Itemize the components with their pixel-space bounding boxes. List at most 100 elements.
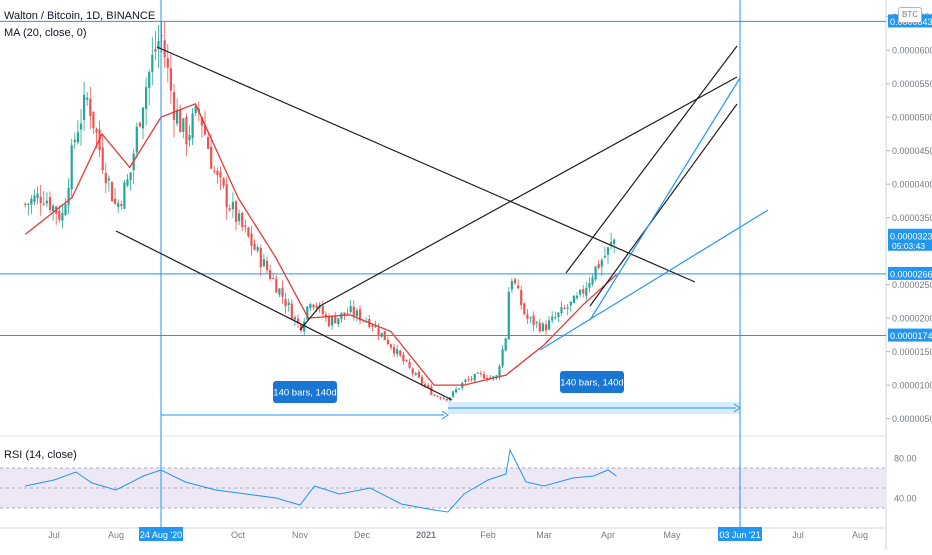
candle-body bbox=[89, 98, 92, 117]
candle-body bbox=[529, 317, 532, 319]
candle-body bbox=[303, 321, 306, 332]
candle-body bbox=[123, 182, 126, 209]
candle-body bbox=[377, 327, 380, 335]
price-label-text: 0.0000174 bbox=[890, 331, 932, 341]
candle-body bbox=[436, 395, 439, 397]
candle-body bbox=[405, 360, 408, 362]
candle-body bbox=[24, 203, 27, 205]
candle-body bbox=[58, 210, 61, 220]
candle-body bbox=[222, 178, 225, 186]
candle-body bbox=[231, 201, 234, 210]
candle-body bbox=[393, 347, 396, 354]
candle-body bbox=[439, 397, 442, 399]
time-label-highlight bbox=[139, 527, 183, 541]
candle-body bbox=[27, 203, 30, 205]
candle-body bbox=[476, 372, 479, 374]
candle-body bbox=[269, 270, 272, 279]
y-tick-label: 0.0000350 bbox=[892, 213, 932, 223]
candle-body bbox=[473, 374, 476, 381]
candle-body bbox=[597, 263, 600, 268]
candle-body bbox=[36, 193, 39, 199]
rsi-tick-label: 80.00 bbox=[894, 454, 917, 464]
candle-body bbox=[492, 376, 495, 379]
candle-body bbox=[160, 34, 163, 36]
candle-body bbox=[513, 279, 517, 284]
candle-body bbox=[594, 266, 597, 280]
candle-body bbox=[293, 317, 296, 320]
candle-body bbox=[563, 308, 566, 310]
candle-body bbox=[417, 372, 420, 378]
candle-body bbox=[414, 373, 417, 375]
candle-body bbox=[467, 379, 470, 381]
candle-body bbox=[349, 306, 352, 313]
candle-body bbox=[52, 205, 55, 212]
candle-body bbox=[544, 324, 548, 331]
candle-body bbox=[172, 92, 176, 121]
trendline bbox=[156, 46, 696, 283]
candle-body bbox=[83, 94, 86, 120]
candle-body bbox=[228, 208, 231, 210]
candle-body bbox=[541, 323, 544, 331]
candle-body bbox=[482, 373, 486, 379]
candle-body bbox=[154, 49, 157, 52]
candle-body bbox=[67, 187, 70, 206]
candle-body bbox=[275, 278, 278, 293]
candle-body bbox=[455, 389, 458, 393]
trendline bbox=[115, 230, 453, 401]
candle-body bbox=[203, 124, 207, 135]
time-axis-label: Aug bbox=[108, 530, 124, 540]
candle-body bbox=[33, 195, 36, 203]
candle-body bbox=[585, 288, 588, 296]
time-axis-label: Jul bbox=[792, 530, 804, 540]
range-label-text: 140 bars, 140d bbox=[273, 388, 336, 399]
candle-body bbox=[141, 107, 145, 129]
candle-body bbox=[79, 123, 83, 130]
candle-body bbox=[501, 349, 504, 367]
candle-body bbox=[300, 324, 303, 331]
candle-body bbox=[244, 225, 247, 227]
y-tick-label: 0.0000150 bbox=[892, 347, 932, 357]
candle-body bbox=[569, 301, 572, 306]
y-tick-label: 0.0000550 bbox=[892, 79, 932, 89]
currency-badge[interactable]: BTC bbox=[898, 7, 922, 23]
candle-body bbox=[114, 198, 117, 204]
candle-body bbox=[355, 310, 358, 317]
candle-body bbox=[557, 312, 560, 318]
time-axis-label: Mar bbox=[536, 530, 552, 540]
candle-body bbox=[560, 307, 563, 314]
candle-body bbox=[163, 40, 166, 58]
candle-body bbox=[135, 126, 138, 153]
candle-body bbox=[120, 204, 123, 207]
candle-body bbox=[45, 200, 48, 204]
candle-body bbox=[591, 277, 594, 285]
candle-body bbox=[479, 373, 482, 375]
candle-body bbox=[321, 305, 324, 315]
candle-body bbox=[39, 196, 42, 204]
candle-body bbox=[194, 105, 197, 114]
candle-body bbox=[64, 204, 67, 216]
time-axis-label: Nov bbox=[292, 530, 309, 540]
y-tick-label: 0.0000600 bbox=[892, 46, 932, 56]
candle-body bbox=[169, 68, 172, 91]
candle-body bbox=[48, 197, 52, 211]
time-axis-label: Aug bbox=[852, 530, 868, 540]
candle-body bbox=[458, 388, 461, 390]
candle-body bbox=[238, 213, 241, 222]
range-arrow-head bbox=[733, 403, 741, 413]
candle-body bbox=[548, 320, 551, 330]
candle-body bbox=[296, 318, 300, 324]
candle-body bbox=[185, 117, 188, 145]
trendline bbox=[565, 45, 738, 274]
candle-body bbox=[411, 368, 414, 374]
chart-title: Walton / Bitcoin, 1D, BINANCE bbox=[4, 10, 156, 22]
candle-body bbox=[101, 147, 104, 171]
ma-legend: MA (20, close, 0) bbox=[4, 27, 87, 39]
candle-body bbox=[287, 302, 290, 306]
candle-body bbox=[117, 202, 120, 207]
candle-body bbox=[129, 172, 132, 181]
range-label-box bbox=[560, 371, 624, 393]
candle-body bbox=[61, 212, 64, 221]
y-tick-label: 0.0000450 bbox=[892, 146, 932, 156]
